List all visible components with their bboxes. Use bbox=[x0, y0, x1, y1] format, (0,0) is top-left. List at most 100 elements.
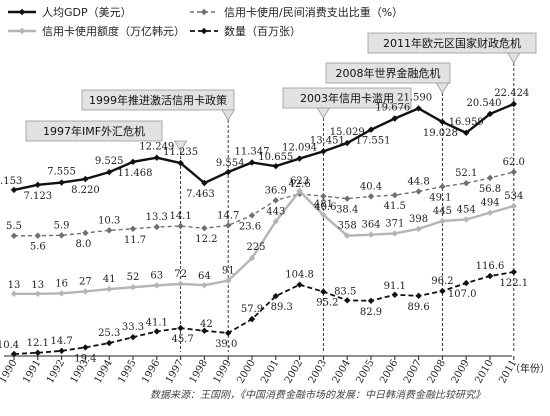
point-count bbox=[248, 315, 256, 323]
data-label-count: 122.1 bbox=[499, 278, 528, 289]
data-label-usage: 16 bbox=[55, 278, 68, 289]
x-tick-label: 2009 bbox=[450, 358, 472, 386]
point-ratio bbox=[248, 212, 256, 219]
data-label-gdp: 21.590 bbox=[397, 92, 432, 103]
data-label-count: 45.7 bbox=[171, 334, 193, 345]
data-label-usage: 225 bbox=[246, 242, 265, 253]
data-label-count: 89.3 bbox=[271, 302, 293, 313]
point-usage bbox=[82, 288, 89, 295]
data-label-gdp: 11.468 bbox=[118, 168, 153, 179]
legend-marker-count bbox=[200, 27, 208, 35]
x-axis-label: （年份） bbox=[510, 362, 550, 375]
x-tick-label: 2002 bbox=[283, 358, 305, 386]
point-usage bbox=[486, 209, 494, 216]
point-count bbox=[510, 268, 517, 276]
annotation-pointer bbox=[221, 109, 235, 121]
series-layer bbox=[10, 100, 517, 358]
x-tick-label: 1999 bbox=[212, 358, 234, 386]
point-count bbox=[415, 292, 422, 300]
x-tick-label: 2001 bbox=[259, 358, 281, 386]
x-tick-label: 1993 bbox=[69, 358, 91, 386]
data-label-gdp: 6.153 bbox=[0, 176, 22, 187]
point-gdp bbox=[296, 155, 303, 162]
data-label-count: 14.7 bbox=[50, 336, 72, 347]
data-label-usage: 52 bbox=[127, 272, 140, 283]
point-count bbox=[153, 328, 160, 335]
data-label-ratio: 40.4 bbox=[360, 181, 382, 192]
point-usage bbox=[225, 277, 232, 284]
data-label-ratio: 5.9 bbox=[54, 220, 70, 231]
point-ratio bbox=[58, 232, 65, 239]
data-label-ratio: 13.3 bbox=[146, 212, 168, 223]
x-tick-label: 2003 bbox=[307, 358, 329, 386]
data-label-gdp: 19.676 bbox=[375, 103, 410, 114]
point-ratio bbox=[153, 223, 160, 231]
point-gdp bbox=[177, 159, 184, 167]
data-label-ratio: 12.2 bbox=[195, 234, 217, 245]
data-label-gdp: 9.525 bbox=[95, 156, 124, 167]
data-label-ratio: 8.0 bbox=[75, 239, 91, 250]
point-usage bbox=[296, 187, 303, 195]
data-label-usage: 481 bbox=[314, 199, 333, 210]
data-label-ratio: 10.3 bbox=[98, 215, 120, 226]
data-label-count: 10.4 bbox=[0, 340, 19, 351]
annotation-pointer bbox=[316, 107, 331, 119]
data-label-usage: 72 bbox=[174, 269, 187, 280]
data-label-usage: 64 bbox=[198, 271, 211, 282]
data-label-usage: 358 bbox=[338, 221, 357, 232]
data-label-gdp: 20.540 bbox=[467, 98, 502, 109]
point-ratio bbox=[10, 232, 18, 239]
data-label-ratio: 49.1 bbox=[429, 193, 451, 204]
data-label-ratio: 41.5 bbox=[384, 201, 406, 212]
data-label-usage: 443 bbox=[266, 206, 285, 217]
data-label-usage: 41 bbox=[103, 274, 116, 285]
annotation-box bbox=[282, 87, 412, 109]
point-ratio bbox=[367, 193, 375, 200]
x-tick-label: 2000 bbox=[235, 358, 257, 386]
point-gdp bbox=[463, 129, 470, 137]
data-label-gdp: 11.235 bbox=[163, 147, 198, 158]
data-label-count: 57.9 bbox=[241, 304, 263, 315]
point-gdp bbox=[367, 126, 375, 133]
point-count bbox=[272, 292, 279, 300]
legend-marker-gdp bbox=[18, 8, 26, 16]
annotation-pointer bbox=[507, 52, 521, 64]
data-label-gdp: 7.463 bbox=[186, 189, 215, 200]
point-gdp bbox=[201, 179, 208, 187]
point-usage bbox=[510, 202, 517, 210]
point-gdp bbox=[10, 186, 18, 194]
point-usage bbox=[34, 290, 41, 298]
x-tick-label: 2010 bbox=[473, 358, 495, 386]
point-gdp bbox=[106, 168, 113, 176]
series-line-count bbox=[13, 271, 514, 355]
annotations-layer: 1997年IMF外汇危机 1999年推进激活信用卡政策 2003年信用卡滥用 2008… bbox=[25, 32, 537, 352]
point-ratio bbox=[486, 174, 494, 182]
data-label-count: 41.1 bbox=[146, 317, 168, 328]
point-gdp bbox=[153, 154, 160, 161]
point-count bbox=[391, 291, 398, 298]
data-label-ratio: 14.7 bbox=[217, 210, 239, 221]
point-count bbox=[106, 339, 113, 347]
x-tick-label: 1996 bbox=[140, 358, 162, 386]
point-usage bbox=[153, 282, 160, 289]
data-label-gdp: 13.451 bbox=[310, 135, 345, 146]
point-count bbox=[344, 297, 351, 304]
point-usage bbox=[248, 254, 256, 262]
data-labels-layer: 6.1537.1237.5558.2209.52511.46812.24911.… bbox=[0, 88, 529, 364]
point-count bbox=[439, 287, 446, 295]
point-count bbox=[296, 281, 303, 288]
data-label-count: 96.2 bbox=[431, 276, 453, 287]
point-ratio bbox=[82, 229, 89, 237]
point-ratio bbox=[510, 168, 517, 176]
data-label-usage: 364 bbox=[361, 220, 380, 231]
point-ratio bbox=[439, 183, 446, 190]
point-count bbox=[320, 288, 327, 295]
data-label-count: 83.5 bbox=[334, 286, 356, 297]
legend: 人均GDP（美元） 信用卡使用/民间消费支出比重（%） 信用卡使用额度（万亿韩元） 数… bbox=[8, 5, 403, 38]
point-usage bbox=[129, 284, 137, 291]
annotation-pointer bbox=[435, 82, 450, 94]
data-label-gdp: 7.555 bbox=[47, 167, 76, 178]
point-ratio bbox=[272, 197, 279, 204]
point-ratio bbox=[463, 179, 470, 187]
data-label-usage: 27 bbox=[79, 276, 92, 287]
